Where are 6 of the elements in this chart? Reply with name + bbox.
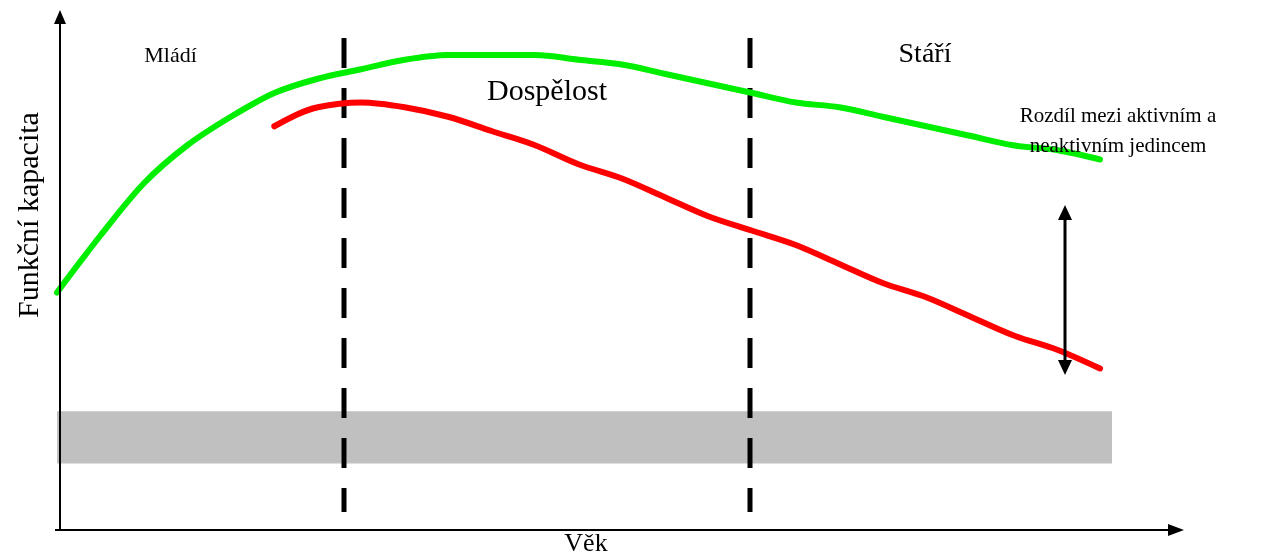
annotation: Stáří	[898, 37, 952, 68]
annotation: Rozdíl mezi aktivním a neaktivním jedincem	[1019, 103, 1217, 157]
y-axis-title: Funkční kapacita	[11, 112, 44, 318]
x-axis-title: Věk	[564, 528, 608, 555]
annotation: Dospělost	[487, 73, 608, 106]
annotation: Mládí	[144, 42, 197, 67]
